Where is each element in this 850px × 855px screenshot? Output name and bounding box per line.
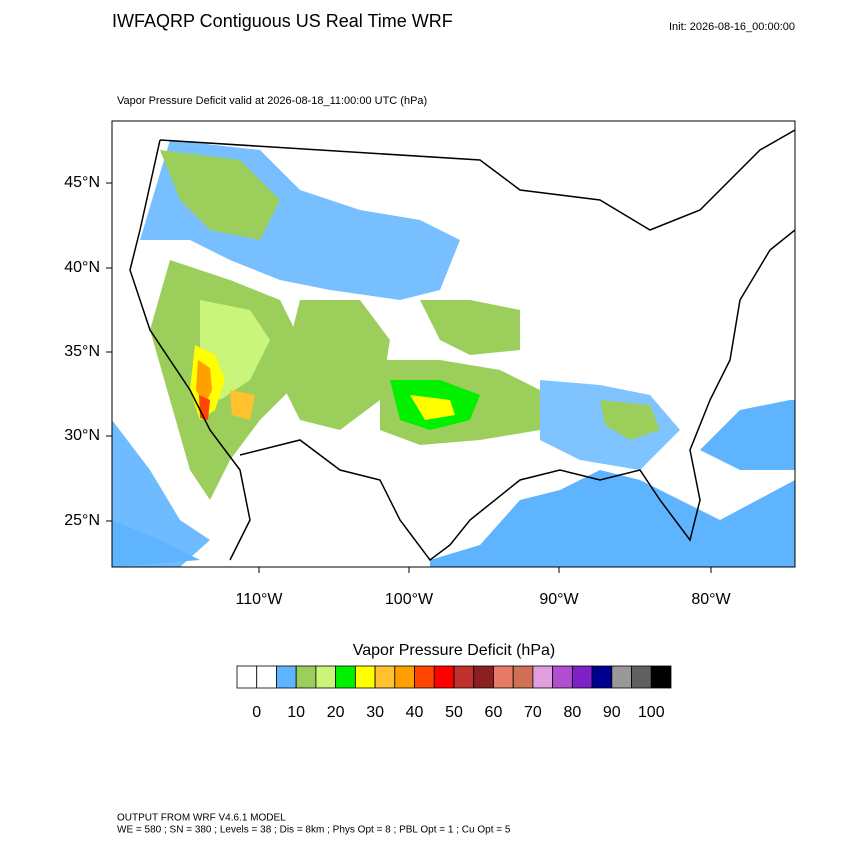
- init-time: Init: 2026-08-16_00:00:00: [669, 21, 795, 33]
- colorbar-swatch: [552, 665, 573, 689]
- colorbar-label: 60: [485, 704, 503, 721]
- colorbar-label: 100: [638, 704, 665, 721]
- lon-label: 90°W: [539, 591, 579, 608]
- colorbar-swatch: [335, 665, 356, 689]
- footer-line: OUTPUT FROM WRF V4.6.1 MODEL: [117, 813, 286, 824]
- colorbar-swatch: [256, 665, 277, 689]
- colorbar-swatch: [532, 665, 554, 689]
- colorbar-swatch: [295, 665, 317, 689]
- colorbar: Vapor Pressure Deficit (hPa) 0 10 20 30 40 50…: [236, 642, 672, 721]
- colorbar-swatch: [414, 665, 435, 689]
- colorbar-label: 70: [524, 704, 542, 721]
- lat-label: 40°N: [64, 259, 100, 276]
- lon-label: 110°W: [235, 591, 283, 608]
- colorbar-swatch: [631, 665, 652, 689]
- colorbar-label: 0: [252, 704, 261, 721]
- colorbar-swatch: [571, 665, 593, 689]
- colorbar-swatch: [591, 665, 613, 689]
- colorbar-swatch: [473, 665, 494, 689]
- lon-label: 80°W: [691, 591, 731, 608]
- colorbar-label: 30: [366, 704, 384, 721]
- colorbar-swatch: [433, 665, 455, 689]
- map: [111, 120, 796, 568]
- colorbar-label: 40: [406, 704, 424, 721]
- colorbar-swatch: [512, 665, 534, 689]
- colorbar-swatch: [453, 665, 475, 689]
- lon-label: 100°W: [385, 591, 434, 608]
- colorbar-swatch: [315, 665, 337, 689]
- colorbar-swatch: [354, 665, 376, 689]
- colorbar-label: 20: [327, 704, 345, 721]
- colorbar-title: Vapor Pressure Deficit (hPa): [353, 642, 555, 659]
- lat-label: 45°N: [64, 174, 100, 191]
- colorbar-label: 80: [563, 704, 581, 721]
- colorbar-swatch: [394, 665, 415, 689]
- lat-label: 30°N: [64, 427, 100, 444]
- colorbar-swatch: [650, 665, 672, 689]
- colorbar-swatch: [374, 665, 396, 689]
- subtitle: Vapor Pressure Deficit valid at 2026-08-…: [117, 95, 427, 107]
- colorbar-swatch: [611, 665, 632, 689]
- colorbar-swatch: [236, 665, 258, 689]
- title: IWFAQRP Contiguous US Real Time WRF: [112, 11, 453, 31]
- colorbar-swatch: [493, 665, 514, 689]
- colorbar-swatch: [276, 665, 297, 689]
- lat-label: 35°N: [64, 343, 100, 360]
- colorbar-label: 10: [287, 704, 305, 721]
- colorbar-label: 90: [603, 704, 621, 721]
- footer-line: WE = 580 ; SN = 380 ; Levels = 38 ; Dis …: [117, 825, 511, 836]
- lat-label: 25°N: [64, 512, 100, 529]
- colorbar-label: 50: [445, 704, 463, 721]
